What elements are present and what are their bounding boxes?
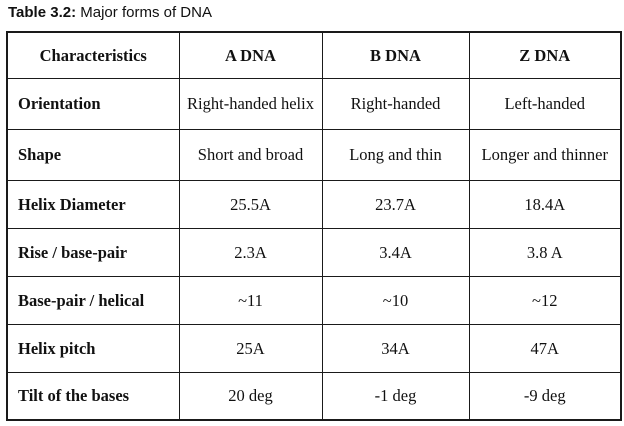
table-cell: 25A	[178, 323, 323, 373]
table-cell: ~11	[178, 275, 323, 325]
row-label: Helix Diameter	[6, 179, 180, 229]
row-label: Helix pitch	[6, 323, 180, 373]
table-row-tilt-of-bases: Tilt of the bases 20 deg -1 deg -9 deg	[6, 371, 622, 421]
table-row-orientation: Orientation Right-handed helix Right-han…	[6, 77, 622, 130]
column-header-b-dna: B DNA	[321, 31, 470, 79]
row-label: Rise / base-pair	[6, 227, 180, 277]
table-row-base-pair-per-helical: Base-pair / helical ~11 ~10 ~12	[6, 275, 622, 325]
row-label: Tilt of the bases	[6, 371, 180, 421]
table-cell: 20 deg	[178, 371, 323, 421]
table-row-rise-per-base-pair: Rise / base-pair 2.3A 3.4A 3.8 A	[6, 227, 622, 277]
column-header-z-dna: Z DNA	[468, 31, 622, 79]
table-cell: -1 deg	[321, 371, 470, 421]
header-row: Characteristics A DNA B DNA Z DNA	[6, 31, 622, 79]
table-number: Table 3.2:	[8, 4, 77, 21]
table-row-helix-pitch: Helix pitch 25A 34A 47A	[6, 323, 622, 373]
table-cell: Longer and thinner	[468, 128, 622, 181]
table-cell: Right-handed helix	[178, 77, 323, 130]
dna-forms-table: Characteristics A DNA B DNA Z DNA Orient…	[6, 31, 622, 421]
table-cell: Left-handed	[468, 77, 622, 130]
table-cell: 25.5A	[178, 179, 323, 229]
table-cell: Right-handed	[321, 77, 470, 130]
row-label: Orientation	[6, 77, 180, 130]
row-label: Shape	[6, 128, 180, 181]
table-cell: ~10	[321, 275, 470, 325]
table-cell: -9 deg	[468, 371, 622, 421]
table-cell: Short and broad	[178, 128, 323, 181]
table-cell: 2.3A	[178, 227, 323, 277]
column-header-a-dna: A DNA	[178, 31, 323, 79]
table-row-helix-diameter: Helix Diameter 25.5A 23.7A 18.4A	[6, 179, 622, 229]
table-title: Major forms of DNA	[80, 4, 212, 21]
table-cell: Long and thin	[321, 128, 470, 181]
table-cell: 3.8 A	[468, 227, 622, 277]
table-cell: 3.4A	[321, 227, 470, 277]
table-row-shape: Shape Short and broad Long and thin Long…	[6, 128, 622, 181]
column-header-characteristics: Characteristics	[6, 31, 180, 79]
table-caption: Table 3.2: Major forms of DNA	[8, 4, 212, 22]
table-cell: 47A	[468, 323, 622, 373]
table-cell: 34A	[321, 323, 470, 373]
table-cell: ~12	[468, 275, 622, 325]
table-cell: 18.4A	[468, 179, 622, 229]
row-label: Base-pair / helical	[6, 275, 180, 325]
table-cell: 23.7A	[321, 179, 470, 229]
